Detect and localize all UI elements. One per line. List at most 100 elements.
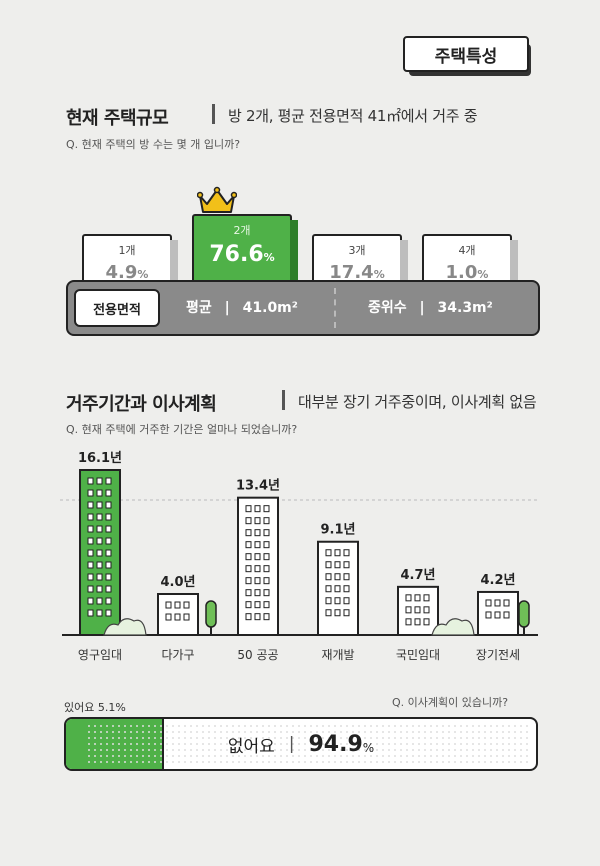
window bbox=[325, 561, 332, 569]
window bbox=[485, 599, 492, 607]
area-average: 평균 | 41.0m² bbox=[186, 300, 298, 316]
room-label: 2개 bbox=[233, 224, 251, 237]
section1-summary: 방 2개, 평균 전용면적 41㎡에서 거주 중 bbox=[228, 107, 478, 125]
window bbox=[245, 601, 252, 609]
window bbox=[105, 549, 112, 557]
window bbox=[254, 517, 261, 525]
window bbox=[96, 537, 103, 545]
plan-no: 없어요 | 94.9% bbox=[227, 731, 375, 757]
window bbox=[245, 589, 252, 597]
room-pct: 17.4 bbox=[329, 262, 374, 283]
window bbox=[405, 594, 412, 602]
section1-question: Q. 현재 주택의 방 수는 몇 개 입니까? bbox=[66, 138, 241, 151]
window bbox=[254, 505, 261, 513]
window bbox=[87, 501, 94, 509]
window bbox=[263, 505, 270, 513]
section2-question: Q. 현재 주택에 거주한 기간은 얼마나 되었습니까? bbox=[66, 423, 298, 436]
bush-icon bbox=[103, 618, 147, 636]
window bbox=[87, 525, 94, 533]
section2-title: 거주기간과 이사계획 bbox=[66, 394, 217, 415]
crown-icon bbox=[197, 186, 237, 213]
window bbox=[245, 613, 252, 621]
room-label: 1개 bbox=[118, 244, 136, 257]
plan-bar: 없어요 | 94.9% bbox=[64, 717, 538, 771]
window bbox=[503, 599, 510, 607]
section1-title: 현재 주택규모 bbox=[66, 108, 169, 129]
window bbox=[254, 565, 261, 573]
window bbox=[485, 611, 492, 619]
window bbox=[96, 477, 103, 485]
window bbox=[245, 517, 252, 525]
room-box-2: 2개 76.6% bbox=[192, 214, 298, 290]
window bbox=[105, 525, 112, 533]
window bbox=[105, 501, 112, 509]
bar-category-label: 국민임대 bbox=[396, 648, 440, 662]
window bbox=[334, 549, 341, 557]
plan-question: Q. 이사계획이 있습니까? bbox=[392, 696, 509, 709]
bar-category-label: 장기전세 bbox=[476, 648, 520, 662]
window bbox=[105, 489, 112, 497]
window bbox=[96, 585, 103, 593]
window bbox=[494, 611, 501, 619]
window bbox=[263, 553, 270, 561]
bar bbox=[317, 540, 359, 636]
window bbox=[87, 573, 94, 581]
window bbox=[334, 573, 341, 581]
bar-value-label: 4.2년 bbox=[481, 573, 516, 588]
window bbox=[245, 505, 252, 513]
area-bar: 전용면적 평균 | 41.0m² 중위수 | 34.3m² bbox=[66, 280, 540, 336]
window bbox=[423, 606, 430, 614]
window bbox=[105, 561, 112, 569]
window bbox=[423, 618, 430, 626]
window bbox=[87, 561, 94, 569]
window bbox=[245, 541, 252, 549]
window bbox=[325, 597, 332, 605]
window bbox=[245, 577, 252, 585]
window bbox=[105, 573, 112, 581]
section2-summary: 대부분 장기 거주중이며, 이사계획 없음 bbox=[298, 393, 537, 411]
room-label: 3개 bbox=[348, 244, 366, 257]
bar-category-label: 영구임대 bbox=[78, 648, 122, 662]
window bbox=[183, 601, 190, 609]
room-pct: 76.6 bbox=[209, 242, 264, 267]
window bbox=[325, 573, 332, 581]
area-chip: 전용면적 bbox=[74, 289, 160, 327]
window bbox=[105, 537, 112, 545]
window bbox=[87, 489, 94, 497]
area-median: 중위수 | 34.3m² bbox=[368, 300, 493, 316]
window bbox=[96, 549, 103, 557]
divider bbox=[212, 104, 215, 124]
window bbox=[405, 606, 412, 614]
window bbox=[165, 613, 172, 621]
plan-yes-label: 있어요 5.1% bbox=[64, 701, 126, 714]
bar-value-label: 4.0년 bbox=[161, 575, 196, 590]
window bbox=[87, 537, 94, 545]
tree-icon bbox=[518, 600, 530, 628]
bar-value-label: 13.4년 bbox=[236, 479, 280, 494]
window bbox=[105, 597, 112, 605]
window bbox=[174, 613, 181, 621]
bar-category-label: 50 공공 bbox=[237, 648, 278, 662]
window bbox=[254, 613, 261, 621]
window bbox=[343, 549, 350, 557]
window bbox=[245, 529, 252, 537]
window bbox=[263, 613, 270, 621]
area-divider bbox=[334, 288, 336, 328]
window bbox=[263, 601, 270, 609]
window bbox=[405, 618, 412, 626]
window bbox=[254, 529, 261, 537]
tree-trunk bbox=[523, 621, 525, 635]
tree-trunk bbox=[210, 621, 212, 635]
window bbox=[245, 553, 252, 561]
window bbox=[503, 611, 510, 619]
window bbox=[105, 609, 112, 617]
window bbox=[334, 561, 341, 569]
window bbox=[96, 489, 103, 497]
window bbox=[87, 549, 94, 557]
window bbox=[325, 585, 332, 593]
window bbox=[105, 513, 112, 521]
window bbox=[254, 601, 261, 609]
divider bbox=[282, 390, 285, 410]
window bbox=[414, 606, 421, 614]
